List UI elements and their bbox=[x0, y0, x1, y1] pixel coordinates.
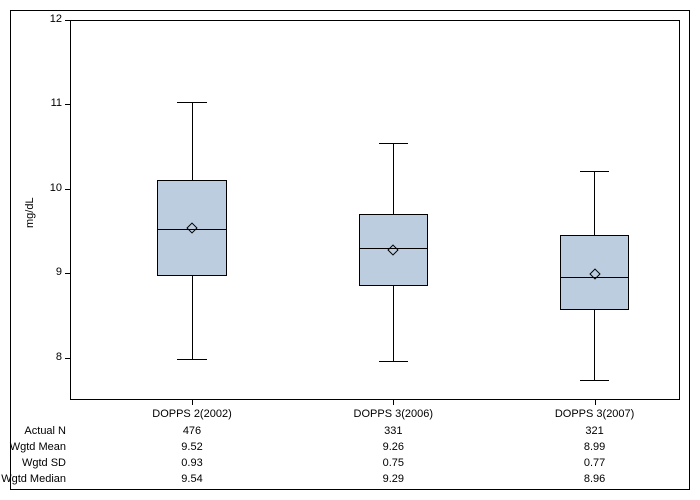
stats-cell: 476 bbox=[152, 425, 232, 437]
y-tick-label: 9 bbox=[56, 266, 62, 278]
x-tick bbox=[393, 400, 394, 405]
y-tick bbox=[65, 273, 70, 274]
whisker-lower bbox=[393, 286, 394, 361]
stats-cell: 9.54 bbox=[152, 473, 232, 485]
stats-cell: 9.26 bbox=[353, 441, 433, 453]
stats-row-label: Wgtd Median bbox=[1, 473, 66, 485]
whisker-cap-upper bbox=[177, 102, 206, 103]
stats-row-label: Wgtd Mean bbox=[10, 441, 66, 453]
stats-cell: 9.52 bbox=[152, 441, 232, 453]
y-tick bbox=[65, 20, 70, 21]
y-tick-label: 11 bbox=[51, 97, 62, 109]
stats-cell: 321 bbox=[555, 425, 635, 437]
stats-row-label: Wgtd SD bbox=[22, 457, 66, 469]
stats-cell: 331 bbox=[353, 425, 433, 437]
whisker-upper bbox=[393, 143, 394, 214]
category-label: DOPPS 3(2007) bbox=[535, 408, 655, 420]
stats-cell: 0.77 bbox=[555, 457, 635, 469]
stats-cell: 9.29 bbox=[353, 473, 433, 485]
stats-cell: 8.96 bbox=[555, 473, 635, 485]
y-tick-label: 10 bbox=[50, 182, 62, 194]
stats-cell: 0.93 bbox=[152, 457, 232, 469]
whisker-cap-upper bbox=[379, 143, 408, 144]
stats-cell: 0.75 bbox=[353, 457, 433, 469]
whisker-upper bbox=[192, 102, 193, 181]
whisker-lower bbox=[192, 276, 193, 359]
stats-row-label: Actual N bbox=[24, 425, 66, 437]
whisker-cap-lower bbox=[177, 359, 206, 360]
whisker-cap-upper bbox=[580, 171, 609, 172]
category-label: DOPPS 2(2002) bbox=[132, 408, 252, 420]
x-tick bbox=[192, 400, 193, 405]
y-tick bbox=[65, 189, 70, 190]
whisker-cap-lower bbox=[580, 380, 609, 381]
y-tick bbox=[65, 358, 70, 359]
y-tick bbox=[65, 104, 70, 105]
x-tick bbox=[595, 400, 596, 405]
category-label: DOPPS 3(2006) bbox=[333, 408, 453, 420]
stats-cell: 8.99 bbox=[555, 441, 635, 453]
y-axis-label: mg/dL bbox=[24, 197, 36, 228]
y-tick-label: 12 bbox=[50, 13, 62, 25]
whisker-cap-lower bbox=[379, 361, 408, 362]
whisker-upper bbox=[594, 171, 595, 235]
whisker-lower bbox=[594, 310, 595, 379]
y-tick-label: 8 bbox=[56, 351, 62, 363]
